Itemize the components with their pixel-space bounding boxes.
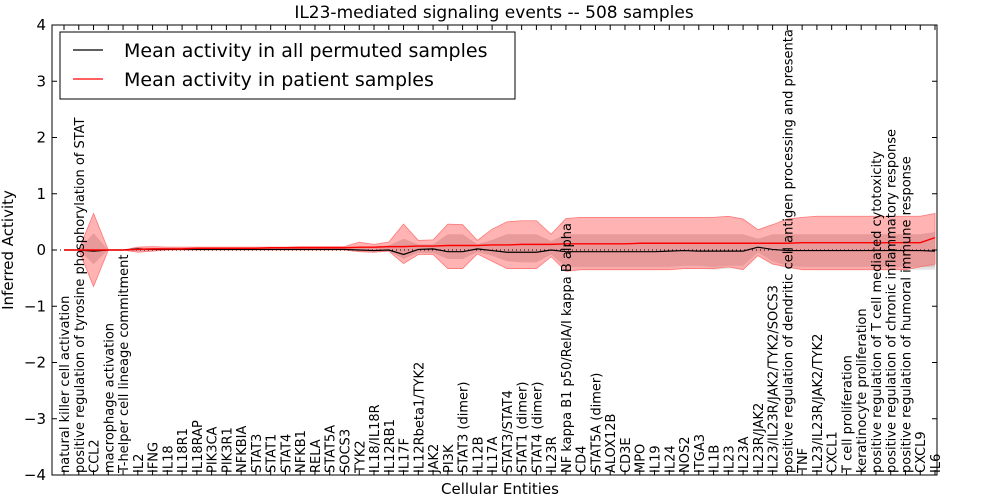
y-tick-label: 4 (36, 16, 46, 34)
category-label: JAK2 (427, 444, 442, 474)
category-label: IL18 (161, 445, 176, 473)
category-label: IL17A (486, 436, 501, 473)
patient-band-inner (64, 232, 935, 267)
category-label: IL18/IL18R (368, 404, 383, 473)
category-label: IL18R1 (176, 428, 191, 473)
y-tick-label: 1 (36, 185, 46, 203)
x-axis-ticks (63, 25, 936, 475)
category-label: T cell proliferation (840, 355, 855, 474)
category-label: positive regulation of chronic inflammat… (885, 129, 900, 473)
category-label: IL12RB1 (383, 419, 398, 473)
y-tick-label: 2 (36, 129, 46, 147)
category-label: IL23 (722, 445, 737, 473)
category-label: TYK2 (353, 440, 368, 474)
y-tick-label: 0 (36, 241, 46, 259)
category-label: positive regulation of T cell mediated c… (870, 151, 885, 473)
patient-band-outer (64, 212, 936, 288)
legend-label-permuted: Mean activity in all permuted samples (124, 40, 487, 62)
category-label: positive regulation of humoral immune re… (899, 156, 914, 473)
category-label: STAT5A (dimer) (589, 373, 604, 473)
y-tick-label: −4 (24, 466, 46, 484)
category-label: IL19 (649, 445, 664, 473)
category-label: IL17F (398, 438, 413, 473)
category-label: IL12Rbeta1/TYK2 (412, 362, 427, 473)
series-line-permuted (64, 246, 936, 256)
category-label: RELA (309, 439, 324, 473)
category-label: CXCL1 (826, 431, 841, 473)
category-label: IL23/IL23R/JAK2/TYK2/SOCS3 (767, 285, 782, 473)
category-label: CXCL9 (914, 431, 929, 473)
category-label: PIK3CA (206, 426, 221, 473)
category-label: T-helper cell lineage commitment (117, 255, 132, 474)
category-label: IL12B (471, 436, 486, 473)
category-label: NOS2 (678, 437, 693, 473)
legend: Mean activity in all permuted samples Me… (59, 31, 516, 100)
category-labels: natural killer cell activation positive r… (58, 29, 944, 474)
chart-title: IL23-mediated signaling events -- 508 sa… (294, 3, 694, 23)
y-tick-label: 3 (36, 72, 46, 90)
category-label: NF kappa B1 p50/RelA/I kappa B alpha (560, 223, 575, 473)
category-label: PI3K (442, 444, 457, 473)
category-label: IL23/IL23R/JAK2/TYK2 (811, 334, 826, 473)
legend-label-patient: Mean activity in patient samples (124, 69, 434, 91)
category-label: IL23A (737, 436, 752, 473)
category-label: STAT4 (279, 434, 294, 473)
y-tick-label: −3 (24, 410, 46, 428)
category-label: IL2 (132, 454, 147, 473)
category-label: IL1B (708, 445, 723, 473)
category-label: CD3E (619, 437, 634, 473)
category-label: STAT3 (250, 434, 265, 473)
category-label: natural killer cell activation (58, 296, 73, 473)
category-label: CD4 (575, 446, 590, 473)
category-label: CCL2 (88, 439, 103, 473)
y-tick-label: −2 (24, 354, 46, 372)
category-label: TNF (796, 448, 811, 474)
category-label: positive regulation of dendritic cell an… (781, 29, 796, 473)
category-label: ITGA3 (693, 434, 708, 473)
category-label: SOCS3 (338, 429, 353, 473)
legend-box (59, 31, 516, 100)
y-tick-label: −1 (24, 297, 46, 315)
category-label: PIK3R1 (220, 427, 235, 473)
x-axis-label: Cellular Entities (441, 480, 559, 498)
category-label: positive regulation of tyrosine phosphor… (73, 117, 88, 473)
category-label: IL18RAP (191, 420, 206, 473)
category-label: IL23R (545, 436, 560, 473)
lines-layer (52, 236, 937, 256)
y-axis-label: Inferred Activity (0, 190, 17, 310)
category-label: IL24 (663, 445, 678, 473)
category-label: NFKBIA (235, 426, 250, 473)
category-label: STAT3/STAT4 (501, 390, 516, 473)
category-label: ALOX12B (604, 414, 619, 473)
category-label: IFNG (147, 442, 162, 473)
series-line-patient (64, 236, 936, 251)
category-label: STAT1 (dimer) (516, 382, 531, 473)
category-label: macrophage activation (102, 323, 117, 473)
category-label: STAT3 (dimer) (457, 382, 472, 473)
category-label: STAT5A (324, 425, 339, 473)
category-label: keratinocyte proliferation (855, 308, 870, 473)
y-axis: 4 3 2 1 0 −1 −2 −3 −4 (24, 16, 937, 484)
category-label: IL23R/JAK2 (752, 403, 767, 473)
category-label: NFKB1 (294, 430, 309, 473)
category-label: STAT1 (265, 434, 280, 473)
category-label: MPO (634, 444, 649, 473)
category-label: STAT4 (dimer) (530, 382, 545, 473)
